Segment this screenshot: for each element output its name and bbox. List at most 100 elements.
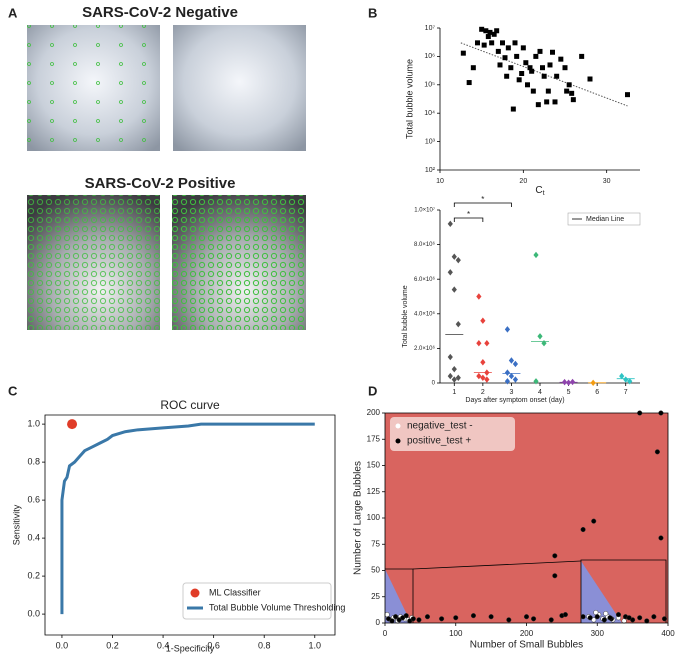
- point: [480, 374, 486, 382]
- legend-label: negative_test -: [407, 421, 473, 432]
- micrograph: [173, 25, 306, 151]
- y-tick-label: 8.0×10⁶: [414, 241, 436, 248]
- point: [455, 374, 461, 382]
- axis-line: [44, 414, 336, 636]
- y-tick-label: 0.0: [27, 608, 40, 618]
- x-tick-label: 2: [481, 389, 485, 396]
- y-tick-label: 175: [367, 434, 381, 443]
- significance-bracket: [453, 202, 512, 207]
- x-tick-label: 0.8: [258, 640, 271, 650]
- point: [552, 573, 558, 579]
- point: [512, 40, 518, 46]
- point: [661, 616, 668, 622]
- point: [547, 62, 553, 68]
- significance-label: *: [481, 195, 484, 204]
- point: [607, 615, 613, 621]
- y-tick-label: 10⁶: [424, 53, 435, 60]
- legend-label: Total Bubble Volume Thresholding: [209, 602, 345, 612]
- point: [512, 376, 519, 383]
- point: [484, 376, 490, 383]
- x-tick-label: 4: [538, 389, 542, 396]
- x-tick-label: 30: [603, 178, 611, 185]
- y-axis-label: Total bubble volume: [402, 285, 409, 347]
- decision-points: negative_test - positive_test +: [384, 410, 668, 624]
- boundary: [412, 560, 582, 570]
- point: [514, 53, 520, 59]
- point: [564, 88, 570, 94]
- y-tick-label: 0.4: [27, 532, 40, 542]
- x-axis-label: 1-Specificity: [166, 643, 215, 653]
- point: [654, 449, 660, 455]
- point: [594, 614, 600, 620]
- x-tick-label: 1: [452, 389, 456, 396]
- point: [389, 618, 395, 624]
- point: [587, 615, 593, 621]
- point: [393, 614, 399, 620]
- x-tick-label: 100: [449, 629, 463, 638]
- point: [626, 615, 632, 621]
- point: [460, 50, 466, 56]
- point: [552, 99, 558, 105]
- point: [384, 612, 390, 618]
- point: [627, 378, 633, 385]
- x-axis-label-sub: t: [543, 190, 545, 197]
- y-tick-label: 150: [367, 461, 381, 470]
- point: [530, 88, 536, 94]
- region: [385, 569, 411, 623]
- point: [593, 609, 599, 616]
- point: [552, 553, 558, 559]
- x-axis-label: Number of Small Bubbles: [470, 640, 583, 651]
- point: [483, 28, 489, 34]
- y-tick-label: 0: [376, 618, 381, 627]
- point: [470, 613, 476, 619]
- point: [570, 97, 576, 103]
- micrograph-bubbles: [172, 195, 306, 330]
- point: [525, 82, 530, 88]
- point: [519, 70, 525, 76]
- point: [506, 617, 512, 623]
- image-title: SARS-CoV-2 Negative: [82, 4, 238, 21]
- point: [502, 55, 508, 61]
- y-axis-label: Total bubble volume: [404, 59, 414, 139]
- point: [494, 28, 500, 34]
- point: [562, 65, 568, 71]
- point: [580, 614, 586, 620]
- point: [540, 65, 545, 71]
- y-tick-label: 25: [371, 592, 380, 601]
- y-tick-label: 100: [367, 513, 381, 522]
- point: [453, 615, 459, 621]
- y-tick-label: 50: [371, 566, 380, 575]
- roc-line: [60, 422, 315, 615]
- y-tick-label: 10³: [425, 138, 436, 145]
- point: [487, 29, 493, 35]
- point: [489, 40, 495, 46]
- point: [621, 618, 627, 624]
- point: [523, 614, 530, 620]
- point: [495, 48, 501, 54]
- point: [562, 612, 568, 618]
- panel-label: B: [368, 5, 377, 20]
- panel-label: D: [368, 383, 377, 398]
- point: [491, 31, 497, 37]
- point: [500, 40, 505, 46]
- point: [447, 372, 453, 380]
- region: [581, 561, 622, 623]
- point: [504, 369, 511, 376]
- point: [554, 73, 560, 79]
- significance-label: *: [467, 210, 470, 219]
- legend-marker: [395, 438, 401, 444]
- y-tick-label: 1.0×10⁷: [414, 207, 435, 214]
- x-tick-label: 0.2: [106, 640, 119, 650]
- axis-line: [439, 210, 640, 384]
- point: [535, 102, 541, 108]
- point: [455, 256, 461, 264]
- x-tick-label: 0.4: [157, 640, 170, 650]
- point: [537, 333, 543, 340]
- micrograph-bubbles: [27, 25, 160, 151]
- x-tick-label: 0.6: [207, 640, 220, 650]
- panel-label: C: [8, 383, 18, 398]
- point: [403, 613, 409, 619]
- y-tick-label: 0.8: [27, 456, 40, 466]
- point: [615, 612, 622, 618]
- point: [529, 68, 535, 74]
